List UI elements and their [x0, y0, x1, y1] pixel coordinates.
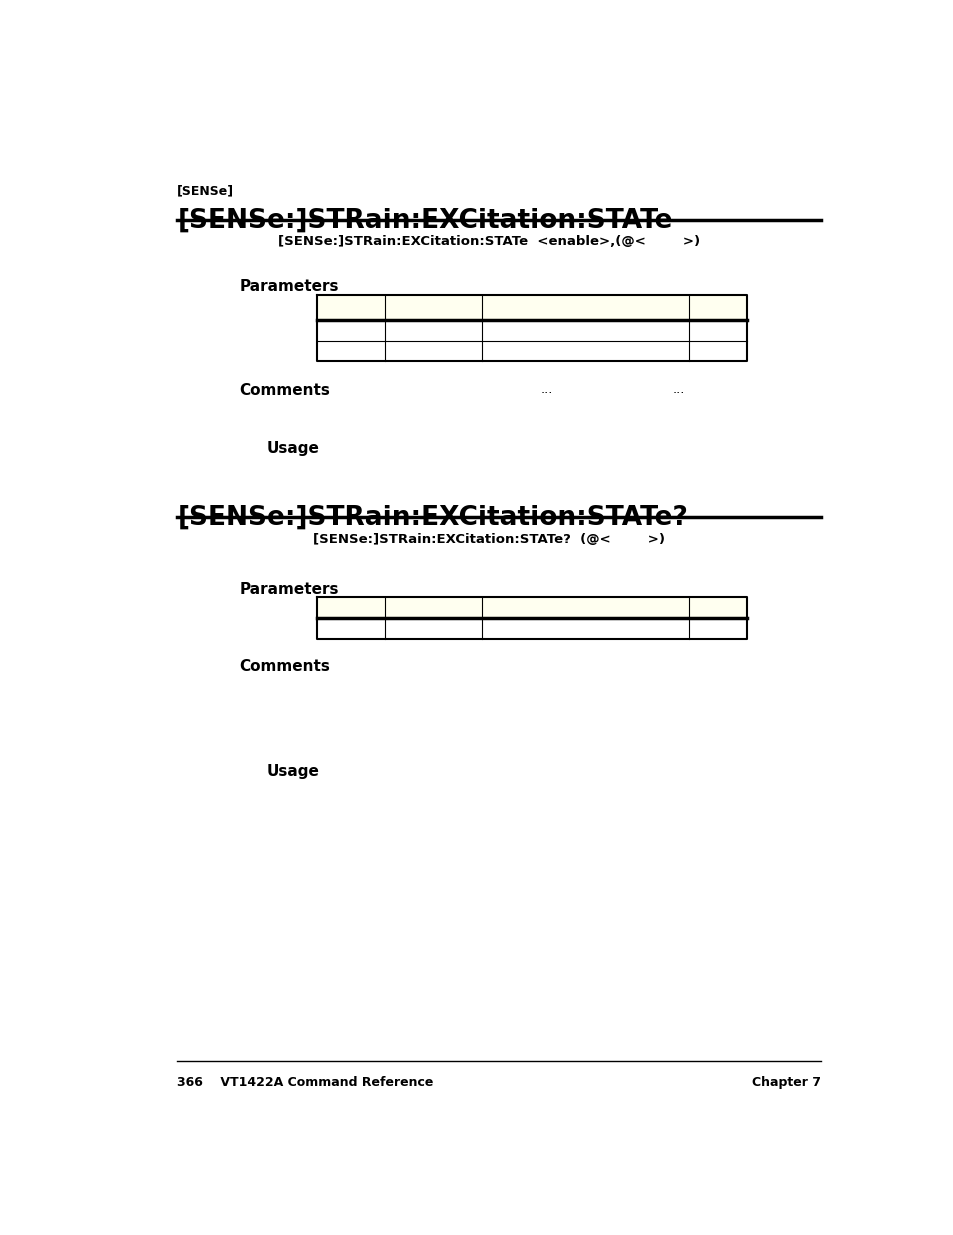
Text: ...: ... [540, 383, 553, 396]
Text: Parameters: Parameters [239, 279, 338, 294]
Polygon shape [316, 294, 746, 320]
Text: ...: ... [672, 383, 684, 396]
Text: [SENSe:]STRain:EXCitation:STATe  <enable>,(@<        >): [SENSe:]STRain:EXCitation:STATe <enable>… [277, 235, 700, 248]
Text: 366    VT1422A Command Reference: 366 VT1422A Command Reference [177, 1076, 434, 1089]
Text: [SENSe]: [SENSe] [177, 184, 234, 198]
Text: [SENSe:]STRain:EXCitation:STATe?: [SENSe:]STRain:EXCitation:STATe? [177, 505, 687, 531]
Text: Usage: Usage [266, 441, 319, 456]
Text: Parameters: Parameters [239, 582, 338, 597]
Text: [SENSe:]STRain:EXCitation:STATe: [SENSe:]STRain:EXCitation:STATe [177, 207, 672, 233]
Text: Usage: Usage [266, 764, 319, 779]
Text: [SENSe:]STRain:EXCitation:STATe?  (@<        >): [SENSe:]STRain:EXCitation:STATe? (@< >) [313, 534, 664, 546]
Polygon shape [316, 597, 746, 618]
Text: Chapter 7: Chapter 7 [751, 1076, 820, 1089]
Text: Comments: Comments [239, 658, 330, 674]
Text: Comments: Comments [239, 383, 330, 398]
